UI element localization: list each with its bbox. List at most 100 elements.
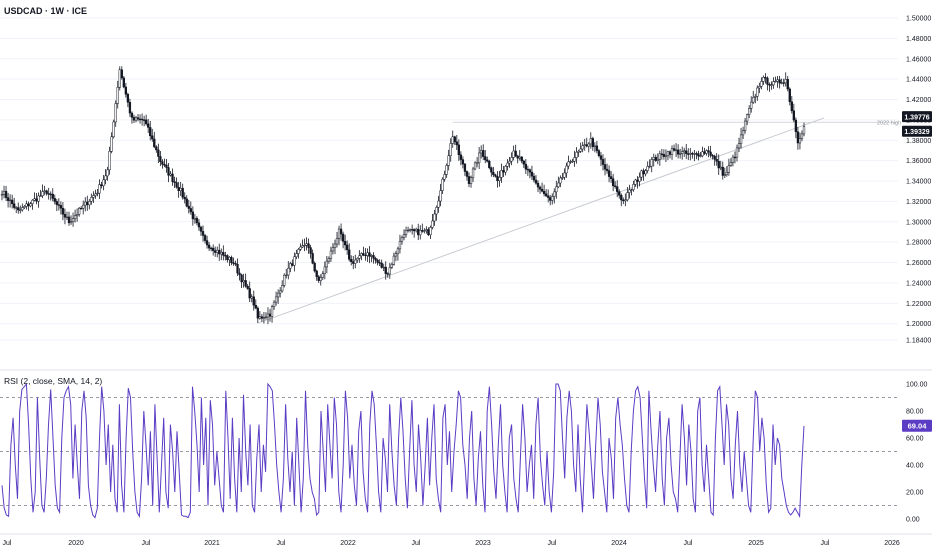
candle-body <box>325 260 329 268</box>
candle-body <box>707 150 710 153</box>
candle-body <box>23 206 26 208</box>
candle-body <box>685 150 688 154</box>
candle-body <box>413 229 416 232</box>
candle-body <box>307 243 310 248</box>
candle-body <box>788 88 791 102</box>
candle-body <box>790 101 793 112</box>
candle-body <box>443 174 446 180</box>
time-tick-label: Jul <box>277 540 286 547</box>
candle-body <box>348 249 351 260</box>
candle-body <box>752 97 755 103</box>
candle-body <box>90 197 93 202</box>
candle-body <box>177 186 180 192</box>
candle-body <box>544 193 548 197</box>
candle-body <box>585 144 588 147</box>
rsi-tick-label: 60.00 <box>906 436 924 443</box>
candle-body <box>431 220 434 228</box>
candle-body <box>463 163 467 172</box>
candle-body <box>427 229 430 236</box>
candle-body <box>301 245 304 248</box>
candle-body <box>792 110 795 121</box>
candle-body <box>642 170 645 175</box>
candle-body <box>331 247 335 252</box>
candle-body <box>242 280 245 283</box>
candle-body <box>366 252 369 256</box>
candle-body <box>737 143 741 149</box>
rsi-tick-label: 80.00 <box>906 409 924 416</box>
candle-body <box>94 193 97 196</box>
candle-body <box>520 156 523 162</box>
candle-body <box>372 255 375 259</box>
candle-body <box>185 198 188 207</box>
candle-body <box>157 149 160 157</box>
candle-body <box>421 230 424 232</box>
candle-body <box>305 243 308 246</box>
candle-body <box>55 201 58 205</box>
candle-body <box>595 145 599 151</box>
candle-body <box>31 199 34 204</box>
candle-body <box>451 136 454 144</box>
candle-body <box>199 226 203 232</box>
time-tick-label: 2025 <box>748 540 764 547</box>
candle-body <box>768 84 771 86</box>
candle-body <box>266 313 270 318</box>
candle-body <box>134 117 138 121</box>
candle-body <box>599 155 603 160</box>
candle-body <box>575 151 578 158</box>
candle-body <box>439 190 442 202</box>
candle-body <box>701 151 704 157</box>
candle-body <box>786 79 789 90</box>
candle-body <box>327 258 331 262</box>
candle-body <box>622 199 625 202</box>
candle-body <box>762 76 765 82</box>
candle-body <box>106 169 109 177</box>
rsi-indicator-title[interactable]: RSI (2, close, SMA, 14, 2) <box>4 376 103 386</box>
candle-body <box>181 187 184 198</box>
candle-body <box>380 262 383 268</box>
candle-body <box>82 204 85 209</box>
candle-body <box>549 197 552 201</box>
candle-body <box>526 168 530 171</box>
candle-body <box>333 243 337 248</box>
candle-body <box>281 285 284 292</box>
price-badge-label: 1.39329 <box>904 129 929 136</box>
candle-body <box>563 172 566 178</box>
candle-body <box>547 195 550 198</box>
candle-body <box>272 301 276 308</box>
candle-body <box>337 228 341 239</box>
candle-body <box>614 185 617 187</box>
candle-body <box>254 304 257 309</box>
candle-body <box>536 182 540 188</box>
candle-body <box>453 136 456 143</box>
candle-body <box>293 256 296 266</box>
candle-body <box>437 200 440 208</box>
candle-body <box>73 215 77 219</box>
candle-body <box>63 213 67 218</box>
candle-body <box>689 153 692 155</box>
candle-body <box>776 79 779 82</box>
candle-body <box>656 159 659 161</box>
candle-body <box>683 150 686 152</box>
candle-body <box>236 263 239 274</box>
candle-body <box>754 96 757 98</box>
candle-body <box>193 218 197 220</box>
time-tick-label: 2024 <box>611 540 627 547</box>
candle-body <box>504 166 507 173</box>
candle-body <box>729 161 733 166</box>
candle-body <box>502 170 505 173</box>
candle-body <box>102 179 105 187</box>
candle-body <box>557 182 560 188</box>
candle-body <box>59 205 63 209</box>
candle-body <box>717 161 720 169</box>
candle-body <box>376 259 379 263</box>
candle-body <box>175 182 178 188</box>
candle-body <box>153 138 156 148</box>
candle-body <box>339 228 343 235</box>
candle-body <box>638 176 641 182</box>
candle-body <box>640 170 643 178</box>
candle-body <box>508 160 511 164</box>
candle-body <box>750 101 753 109</box>
candle-body <box>506 162 509 167</box>
candle-body <box>484 156 487 161</box>
